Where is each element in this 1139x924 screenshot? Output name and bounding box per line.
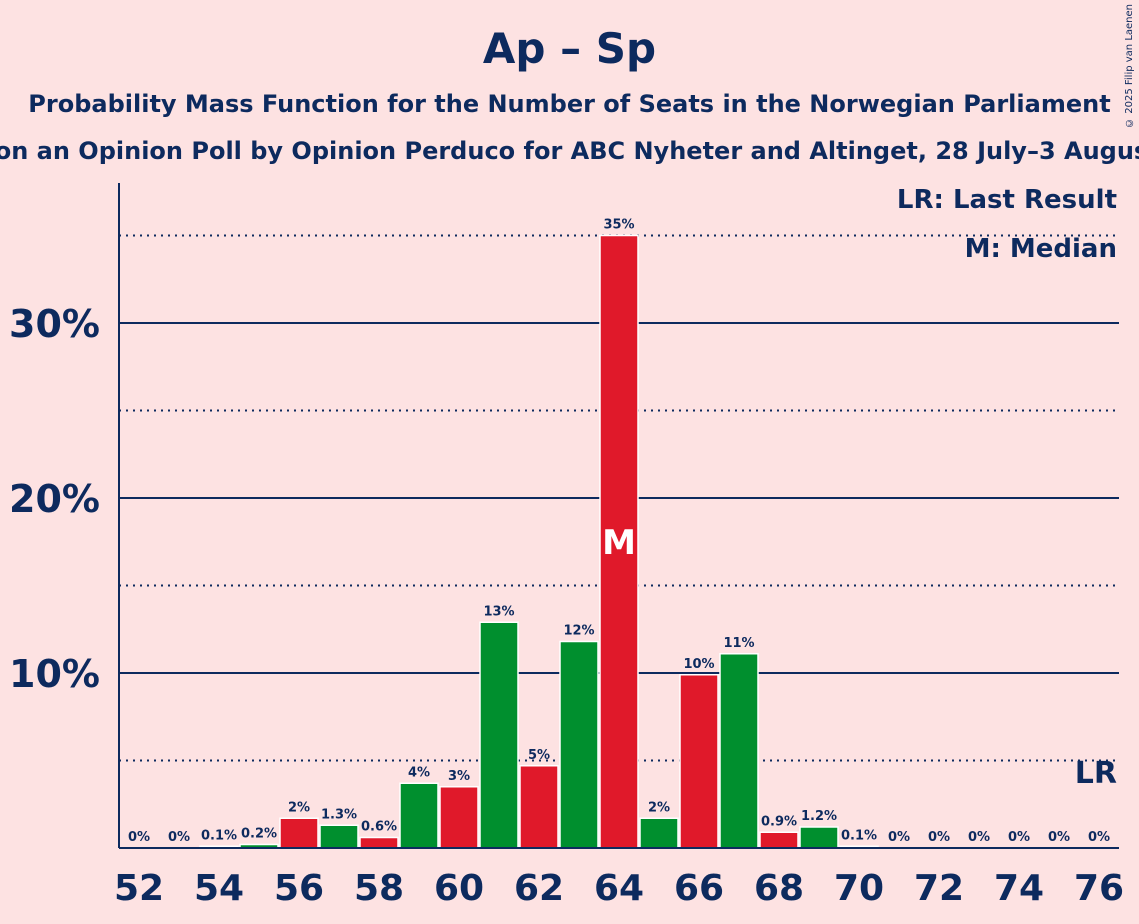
data-label-seat-71: 0% <box>888 830 910 845</box>
x-tick-label: 58 <box>354 868 404 909</box>
x-tick-label: 68 <box>754 868 804 909</box>
x-tick-label: 60 <box>434 868 484 909</box>
data-label-seat-75: 0% <box>1048 830 1070 845</box>
data-label-seat-74: 0% <box>1008 830 1030 845</box>
data-label-seat-58: 0.6% <box>361 820 397 835</box>
data-labels: 0% 0% 0.1% 0.2% 2% 1.3% 0.6% 4% 3% 13% 5% 12% 35% 2% 1… <box>128 218 1117 846</box>
bar-seat-67 <box>719 653 759 849</box>
grid: 10% 20% 30% <box>9 234 1119 762</box>
y-tick-label: 30% <box>9 302 100 346</box>
data-label-seat-65: 2% <box>648 800 670 815</box>
legend-median: M: Median <box>965 234 1117 264</box>
last-result-marker: LR <box>1075 756 1117 791</box>
bar-seat-59 <box>399 782 439 849</box>
data-label-seat-72: 0% <box>928 830 950 845</box>
data-label-seat-57: 1.3% <box>321 807 357 822</box>
data-label-seat-69: 1.2% <box>801 809 837 824</box>
bar-seat-60 <box>439 786 479 849</box>
x-tick-label: 72 <box>914 868 964 909</box>
bar-seat-61 <box>479 621 519 849</box>
axes: 52 54 56 58 60 62 64 66 68 70 72 74 76 <box>114 183 1124 909</box>
x-tick-label: 66 <box>674 868 724 909</box>
x-tick-label: 76 <box>1074 868 1124 909</box>
x-tick-label: 52 <box>114 868 164 909</box>
data-label-seat-66: 10% <box>683 657 714 672</box>
chart-source-text: Based on an Opinion Poll by Opinion Perd… <box>0 137 1139 165</box>
data-label-seat-53: 0% <box>168 830 190 845</box>
data-label-seat-67: 11% <box>723 636 754 651</box>
data-label-seat-60: 3% <box>448 769 470 784</box>
data-label-seat-55: 0.2% <box>241 827 277 842</box>
data-label-seat-64: 35% <box>603 218 634 233</box>
bar-seat-62 <box>519 765 559 849</box>
y-tick-label: 10% <box>9 652 100 696</box>
bar-seat-63 <box>559 640 599 849</box>
data-label-seat-52: 0% <box>128 830 150 845</box>
chart-subtitle: Probability Mass Function for the Number… <box>28 90 1111 118</box>
data-label-seat-56: 2% <box>288 800 310 815</box>
data-label-seat-62: 5% <box>528 748 550 763</box>
median-marker: M <box>602 523 636 563</box>
data-label-seat-54: 0.1% <box>201 828 237 843</box>
x-tick-label: 56 <box>274 868 324 909</box>
x-tick-label: 62 <box>514 868 564 909</box>
data-label-seat-63: 12% <box>563 624 594 639</box>
data-label-seat-59: 4% <box>408 765 430 780</box>
data-label-seat-61: 13% <box>483 604 514 619</box>
bar-seat-64 <box>599 234 639 849</box>
chart-source: Based on an Opinion Poll by Opinion Perd… <box>0 137 1139 165</box>
bar-seat-57 <box>319 824 359 849</box>
bar-seat-66 <box>679 674 719 849</box>
x-tick-label: 70 <box>834 868 884 909</box>
x-tick-label: 54 <box>194 868 244 909</box>
bar-seat-68 <box>759 831 799 849</box>
x-tick-label: 74 <box>994 868 1044 909</box>
y-tick-label: 20% <box>9 477 100 521</box>
data-label-seat-70: 0.1% <box>841 828 877 843</box>
bar-seat-58 <box>359 836 399 849</box>
chart-title: Ap – Sp <box>482 24 657 73</box>
legend-last-result: LR: Last Result <box>897 185 1117 215</box>
data-label-seat-68: 0.9% <box>761 814 797 829</box>
bar-seat-56 <box>279 817 319 849</box>
data-label-seat-76: 0% <box>1088 830 1110 845</box>
x-tick-label: 64 <box>594 868 644 909</box>
data-label-seat-73: 0% <box>968 830 990 845</box>
bar-seat-69 <box>799 826 839 849</box>
bar-seat-65 <box>639 817 679 849</box>
